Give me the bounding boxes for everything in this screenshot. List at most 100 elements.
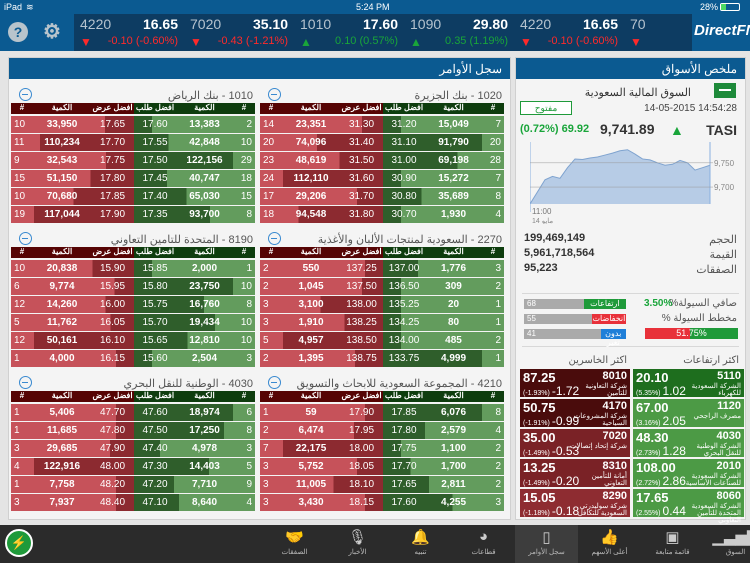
top-loser-card[interactable]: 15.05 8290 (-1.18%) -0.18 شركة سوليدرتي السع… (520, 489, 630, 518)
nav-label: الأخبار (348, 549, 367, 556)
order-row[interactable]: 1 4,000 16.15 15.60 2,504 3 (11, 350, 255, 367)
order-row[interactable]: 1 5,406 47.70 47.60 18,974 6 (11, 404, 255, 421)
order-row[interactable]: 4 122,916 48.00 47.30 14,403 5 (11, 458, 255, 475)
ask-quantity: 74,096 (295, 137, 327, 148)
order-row[interactable]: 7 22,175 18.00 17.75 1,100 2 (260, 440, 504, 457)
stock-change-value: -0.99 (551, 414, 580, 428)
order-row[interactable]: 1 59 17.90 17.85 6,076 8 (260, 404, 504, 421)
nav-item[interactable]: 🔔 تنبيه (389, 525, 452, 563)
stock-name: الشركة السعودية للكهرباء (691, 383, 741, 397)
bid-quantity: 2,000 (191, 263, 218, 274)
order-row[interactable]: 24 112,110 31.60 30.90 15,272 7 (260, 170, 504, 187)
order-row[interactable]: 3 5,752 18.05 17.70 1,700 2 (260, 458, 504, 475)
order-row[interactable]: 10 33,950 17.65 17.60 13,383 2 (11, 116, 255, 133)
nav-item[interactable]: 🎙 الأخبار (326, 525, 389, 563)
order-row[interactable]: 5 11,762 16.05 15.70 19,434 10 (11, 314, 255, 331)
order-row[interactable]: 3 11,005 18.10 17.65 2,811 2 (260, 476, 504, 493)
order-row[interactable]: 11 110,234 17.70 17.55 42,848 10 (11, 134, 255, 151)
order-row[interactable]: 18 94,548 31.80 30.70 1,930 4 (260, 206, 504, 223)
order-row[interactable]: 2 6,474 17.95 17.80 2,579 4 (260, 422, 504, 439)
order-row[interactable]: 12 14,260 16.00 15.75 16,760 8 (11, 296, 255, 313)
collapse-minus-icon[interactable] (19, 88, 32, 101)
order-row[interactable]: 3 1,910 138.25 134.25 80 1 (260, 314, 504, 331)
collapse-minus-icon[interactable] (19, 376, 32, 389)
order-row[interactable]: 2 550 137.25 137.00 1,776 3 (260, 260, 504, 277)
breadth-bar: بدون تغير 41 (524, 329, 626, 347)
collapse-minus-icon[interactable] (19, 232, 32, 245)
order-row[interactable]: 1 11,685 47.80 47.50 17,250 8 (11, 422, 255, 439)
ticker-item[interactable]: 70 ▼ (624, 14, 692, 51)
stock-change: (5.35%) 1.02 (636, 384, 686, 398)
top-gainer-card[interactable]: 67.00 1120 (3.16%) 2.05 مصرف الراجحي (633, 399, 744, 428)
collapse-minus-icon[interactable] (268, 232, 281, 245)
column-header: افضل طلب (384, 247, 424, 256)
best-ask-price: 138.50 (346, 335, 377, 346)
top-gainer-card[interactable]: 108.00 2010 (2.72%) 2.86 الشركة السعودية للص… (633, 459, 744, 488)
nav-item[interactable]: ◕ قطاعات (452, 525, 515, 563)
top-loser-card[interactable]: 87.25 8010 (-1.93%) -1.72 شركة التعاونية للت… (520, 369, 630, 398)
order-row[interactable]: 3 7,937 48.40 47.10 8,640 4 (11, 494, 255, 511)
ticker-item[interactable]: 1090 29.80 ▲ 0.35 (1.19%) (404, 14, 514, 51)
column-header: # (19, 103, 25, 112)
order-row[interactable]: 5 4,957 138.50 134.00 485 2 (260, 332, 504, 349)
y-tick-label: 9,750 (714, 159, 735, 168)
top-loser-card[interactable]: 13.25 8310 (-1.49%) -0.20 أمانة للتأمين التع… (520, 459, 630, 488)
order-row[interactable]: 3 3,100 138.00 135.25 20 1 (260, 296, 504, 313)
order-row[interactable]: 1 7,758 48.20 47.20 7,710 9 (11, 476, 255, 493)
order-row[interactable]: 6 9,774 15.95 15.80 23,750 10 (11, 278, 255, 295)
connection-status-icon[interactable]: ⚡ (5, 529, 33, 557)
top-gainer-card[interactable]: 20.10 5110 (5.35%) 1.02 الشركة السعودية للكه… (633, 369, 744, 398)
ticker-item[interactable]: 4220 16.65 ▼ -0.10 (-0.60%) (514, 14, 624, 51)
top-gainer-card[interactable]: 48.30 4030 (2.73%) 1.28 الشركة الوطنية للنقل… (633, 429, 744, 458)
order-row[interactable]: 17 29,206 31.70 30.80 35,689 8 (260, 188, 504, 205)
nav-item[interactable]: ▣ قائمة متابعة (641, 525, 704, 563)
order-row[interactable]: 2 1,045 137.50 136.50 309 2 (260, 278, 504, 295)
order-row[interactable]: 10 20,838 15.90 15.85 2,000 1 (11, 260, 255, 277)
nav-item[interactable]: 👍 أعلى الأسهم (578, 525, 641, 563)
order-row[interactable]: 3 3,430 18.15 17.60 4,255 3 (260, 494, 504, 511)
order-row[interactable]: 20 74,096 31.40 31.10 91,790 20 (260, 134, 504, 151)
book-title: 1010 - بنك الرياض (167, 90, 253, 102)
best-bid-price: 15.65 (142, 335, 168, 346)
ticker-item[interactable]: 1010 17.60 ▲ 0.10 (0.57%) (294, 14, 404, 51)
ask-quantity: 1,910 (298, 317, 324, 328)
top-loser-card[interactable]: 50.75 4170 (-1.91%) -0.99 شركة المشروعات الس… (520, 399, 630, 428)
order-row[interactable]: 14 23,351 31.30 31.20 15,049 7 (260, 116, 504, 133)
help-icon[interactable]: ? (8, 22, 28, 42)
order-row[interactable]: 19 117,044 17.90 17.35 93,700 8 (11, 206, 255, 223)
nav-item[interactable]: 🤝 الصفقات (263, 525, 326, 563)
order-row[interactable]: 15 51,150 17.80 17.45 40,747 18 (11, 170, 255, 187)
best-bid-price: 17.60 (391, 497, 417, 508)
collapse-minus-icon[interactable] (268, 376, 281, 389)
collapse-minus-icon[interactable] (268, 88, 281, 101)
ticker-item[interactable]: 4220 16.65 ▼ -0.10 (-0.60%) (74, 14, 184, 51)
ask-count: 3 (14, 443, 20, 454)
top-loser-card[interactable]: 35.00 7020 (-1.49%) -0.53 شركة إتحاد إتصالات (520, 429, 630, 458)
best-ask-price: 17.90 (99, 209, 126, 220)
order-row[interactable]: 23 48,619 31.50 31.00 69,198 28 (260, 152, 504, 169)
bid-count: 10 (240, 317, 252, 328)
order-row[interactable]: 2 1,395 138.75 133.75 4,999 1 (260, 350, 504, 367)
stock-change: (2.73%) 1.28 (636, 444, 686, 458)
order-row[interactable]: 10 70,680 17.85 17.40 65,030 15 (11, 188, 255, 205)
nav-item[interactable]: ▁▃▅▇ السوق (704, 525, 750, 563)
stock-change-pct: (-1.91%) (523, 420, 550, 427)
settings-gears-icon[interactable]: ⚙ (43, 21, 61, 43)
top-gainer-card[interactable]: 17.65 8060 (2.55%) 0.44 الشركة السعودية المت… (633, 489, 744, 524)
ticker-item[interactable]: 7020 35.10 ▼ -0.43 (-1.21%) (184, 14, 294, 51)
best-bid-price: 15.60 (142, 353, 168, 364)
order-row[interactable]: 9 32,543 17.75 17.50 122,156 29 (11, 152, 255, 169)
order-row[interactable]: 12 50,161 16.10 15.65 12,810 10 (11, 332, 255, 349)
order-book: 8190 - المتحدة للتامين التعاوني # الكمية اف… (11, 230, 255, 373)
ticker-strip[interactable]: 4220 16.65 ▼ -0.10 (-0.60%) 7020 35.10 ▼ -0.43 … (74, 14, 692, 51)
bid-quantity: 4,978 (191, 443, 218, 454)
ask-quantity: 59 (305, 407, 317, 418)
ask-quantity: 11,762 (46, 317, 78, 328)
best-ask-price: 138.75 (346, 353, 377, 364)
order-row[interactable]: 3 29,685 47.90 47.40 4,978 3 (11, 440, 255, 457)
nav-item[interactable]: ▯ سجل الأوامر (515, 525, 578, 563)
bid-quantity: 4,255 (440, 497, 467, 508)
battery-level: 28% (700, 2, 719, 12)
breadth-count: 41 (527, 329, 536, 338)
